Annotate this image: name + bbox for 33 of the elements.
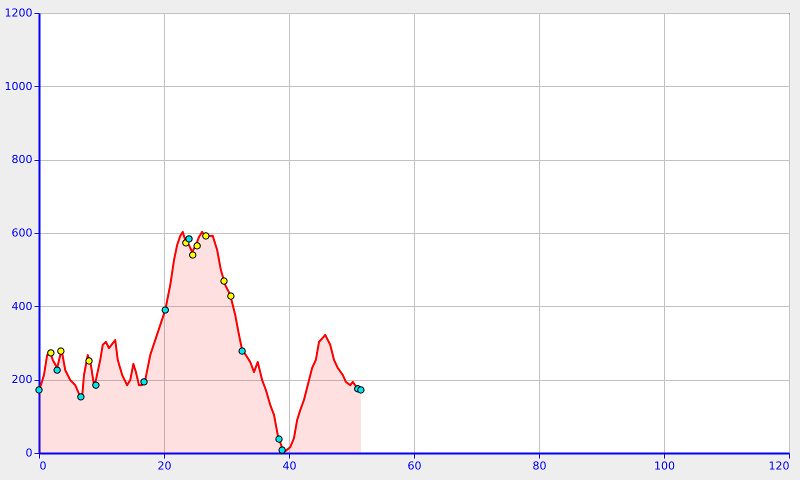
point xyxy=(185,235,193,243)
point xyxy=(47,349,55,357)
y-tick-label: 200 xyxy=(12,373,32,386)
x-tick-label: 120 xyxy=(768,460,790,472)
point xyxy=(275,435,283,443)
point xyxy=(85,357,93,365)
point xyxy=(220,277,228,285)
point xyxy=(53,366,61,374)
point xyxy=(202,232,210,240)
x-tick-label: 80 xyxy=(532,460,546,472)
y-tick-label: 800 xyxy=(12,153,32,166)
point xyxy=(278,446,286,454)
y-tick-label: 1200 xyxy=(4,6,32,20)
x-tick-label: 20 xyxy=(158,460,172,472)
y-tick-label: 600 xyxy=(12,226,32,240)
point xyxy=(57,347,65,355)
point xyxy=(77,393,85,401)
x-tick-label: 0 xyxy=(40,460,46,472)
x-tick-label: 40 xyxy=(282,460,296,472)
point xyxy=(238,347,246,355)
point xyxy=(227,292,235,300)
x-tick-label: 100 xyxy=(654,460,675,472)
y-tick-label: 1000 xyxy=(4,80,32,93)
y-tick-label: 0 xyxy=(26,446,32,460)
x-tick-label: 60 xyxy=(408,460,422,472)
point xyxy=(140,378,148,386)
point xyxy=(189,251,196,259)
point xyxy=(35,386,43,394)
point xyxy=(357,386,365,394)
y-tick-label: 400 xyxy=(12,300,32,313)
point xyxy=(92,382,100,389)
point xyxy=(193,242,201,250)
point xyxy=(162,306,169,314)
